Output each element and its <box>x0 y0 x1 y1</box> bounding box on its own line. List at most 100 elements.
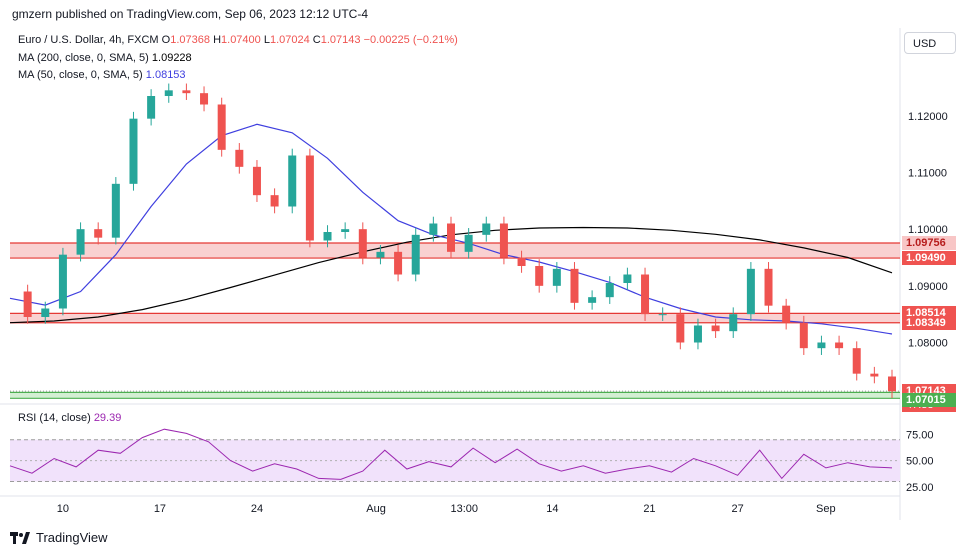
candle-body-34 <box>605 283 614 298</box>
rsi-legend: RSI (14, close) 29.39 <box>18 412 121 424</box>
ma200-legend: MA (200, close, 0, SMA, 5) 1.09228 <box>18 52 192 64</box>
ohlc-close-value: 1.07143 <box>320 34 361 46</box>
rsi-band-layer <box>10 439 900 483</box>
ohlc-change: −0.00225 (−0.21%) <box>363 34 458 46</box>
price-tick-label-3: 1.09000 <box>908 281 948 293</box>
candle-body-11 <box>200 93 209 105</box>
symbol-legend: Euro / U.S. Dollar, 4h, FXCM O1.07368 H1… <box>18 34 458 46</box>
rsi-tick-label-2: 25.00 <box>906 482 934 494</box>
tradingview-logo-icon <box>10 531 30 544</box>
ma200-value: 1.09228 <box>151 52 192 64</box>
price-tick-label-2: 1.10000 <box>908 224 948 236</box>
candle-body-27 <box>482 223 491 235</box>
candle-body-41 <box>729 314 738 332</box>
price-tag-6: 1.07015 <box>902 393 956 408</box>
zones-layer <box>10 242 900 399</box>
candle-body-49 <box>870 373 879 377</box>
ohlc-high-value: 1.07400 <box>221 34 261 46</box>
zone-resistance-1 <box>10 313 900 323</box>
ohlc-low-value: 1.07024 <box>269 34 310 46</box>
price-tick-label-0: 1.12000 <box>908 111 948 123</box>
candle-body-40 <box>711 325 720 332</box>
candle-body-4 <box>76 229 85 255</box>
ohlc-open: O <box>161 34 171 46</box>
rsi-line-layer <box>9 428 893 480</box>
candle-body-10 <box>182 90 191 94</box>
ma50-label: MA (50, close, 0, SMA, 5) <box>18 69 143 81</box>
candle-body-21 <box>376 251 385 258</box>
rsi-value: 29.39 <box>93 412 122 424</box>
candle-body-36 <box>641 274 650 315</box>
time-tick-label-0: 10 <box>57 503 69 515</box>
candle-body-42 <box>746 268 755 315</box>
candle-body-25 <box>447 223 455 252</box>
time-tick-label-3: Aug <box>366 503 386 515</box>
candle-body-35 <box>623 274 632 283</box>
candle-body-30 <box>535 266 544 286</box>
candle-body-43 <box>764 268 773 306</box>
zone-support-2 <box>10 392 900 399</box>
candle-body-17 <box>305 155 314 241</box>
symbol-name: Euro / U.S. Dollar, 4h, FXCM <box>18 34 159 46</box>
candle-body-3 <box>58 254 67 309</box>
ohlc-high: H <box>213 34 222 46</box>
candle-body-50 <box>888 376 896 392</box>
price-tick-label-1: 1.11000 <box>908 168 947 180</box>
rsi-label: RSI (14, close) <box>18 412 91 424</box>
candle-body-26 <box>464 234 473 252</box>
candle-body-1 <box>23 291 32 317</box>
candle-body-2 <box>41 308 50 317</box>
candle-body-45 <box>799 322 808 349</box>
ohlc-close: C <box>312 34 321 46</box>
candle-body-13 <box>235 149 244 167</box>
candle-body-9 <box>164 90 173 96</box>
candle-body-44 <box>782 305 791 323</box>
candle-body-6 <box>111 183 120 238</box>
candle-body-15 <box>270 195 279 207</box>
candle-body-7 <box>129 118 138 184</box>
candle-body-16 <box>288 155 297 207</box>
time-tick-label-7: 27 <box>732 503 744 515</box>
candle-body-47 <box>835 342 844 349</box>
time-tick-label-8: Sep <box>816 503 836 515</box>
ma200-label: MA (200, close, 0, SMA, 5) <box>18 52 149 64</box>
price-tag-1: 1.09490 <box>902 251 956 266</box>
ma50-legend: MA (50, close, 0, SMA, 5) 1.08153 <box>18 69 186 81</box>
rsi-line <box>9 428 893 480</box>
price-tag-3: 1.08349 <box>902 315 956 330</box>
candle-body-29 <box>517 257 526 266</box>
published-byline: gmzern published on TradingView.com, Sep… <box>12 7 368 21</box>
candle-body-18 <box>323 232 332 241</box>
candle-body-12 <box>217 104 226 150</box>
rsi-axis-ticks: 75.00 50.00 25.00 <box>906 429 934 493</box>
candle-body-8 <box>147 96 156 119</box>
candle-body-46 <box>817 342 826 349</box>
candle-body-37 <box>658 314 667 316</box>
time-tick-label-1: 17 <box>154 503 166 515</box>
candle-body-14 <box>252 166 261 196</box>
candle-body-23 <box>411 234 420 275</box>
time-tick-label-6: 21 <box>643 503 655 515</box>
time-tick-label-4: 13:00 <box>450 503 478 515</box>
candle-body-28 <box>499 223 508 258</box>
ohlc-low: L <box>263 34 270 46</box>
rsi-tick-label-1: 50.00 <box>906 456 934 468</box>
candle-body-31 <box>552 268 561 286</box>
candle-body-19 <box>341 229 350 232</box>
price-tag-0: 1.09756 <box>902 235 956 250</box>
time-tick-label-5: 14 <box>546 503 558 515</box>
rsi-tick-label-0: 75.00 <box>906 429 934 441</box>
candle-body-22 <box>394 251 403 275</box>
candle-body-32 <box>570 268 579 303</box>
candle-body-20 <box>358 229 367 258</box>
footer: TradingView <box>10 530 108 545</box>
candle-body-33 <box>588 297 597 303</box>
ohlc-open-value: 1.07368 <box>170 34 210 46</box>
candle-body-24 <box>429 223 438 235</box>
price-axis-ticks: 1.12000 1.11000 1.10000 1.09000 1.08000 <box>908 111 948 350</box>
candle-body-38 <box>676 314 685 343</box>
candle-body-48 <box>852 348 861 374</box>
price-tick-label-4: 1.08000 <box>908 338 948 350</box>
currency-button[interactable]: USD <box>904 32 956 54</box>
